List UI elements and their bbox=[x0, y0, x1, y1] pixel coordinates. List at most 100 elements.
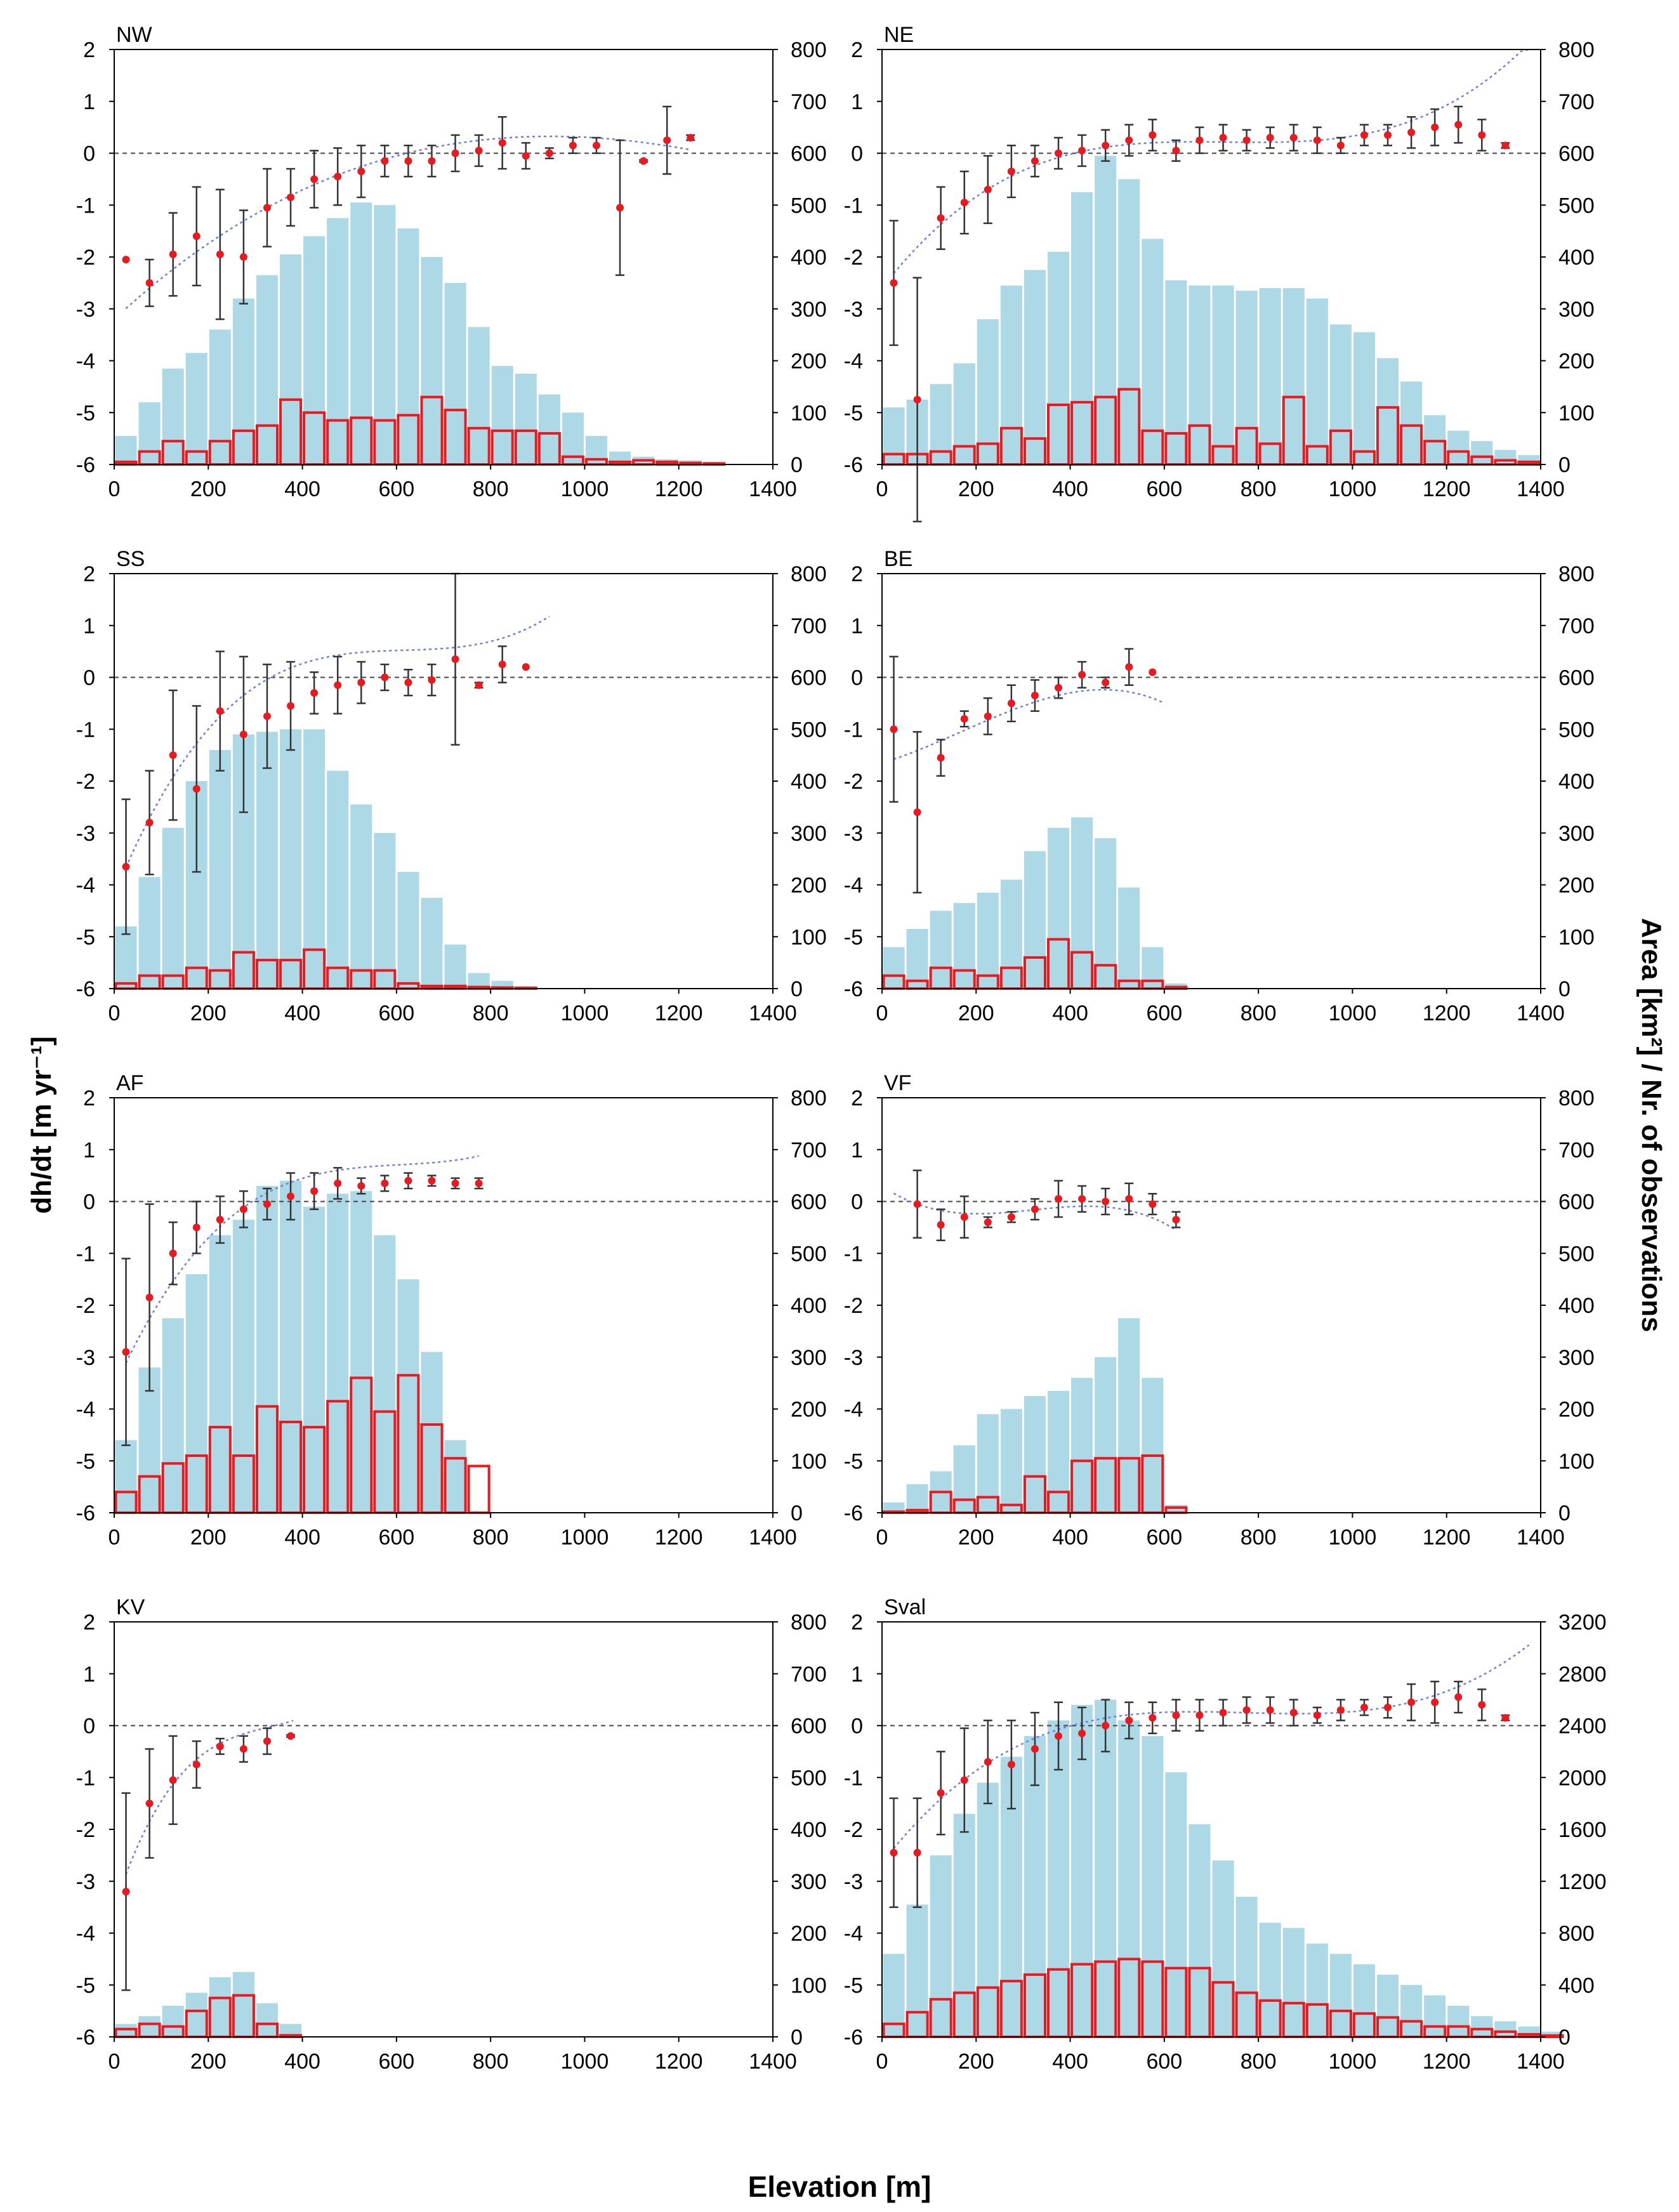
area-bar bbox=[327, 218, 349, 464]
data-point bbox=[475, 1179, 483, 1187]
area-bar bbox=[421, 897, 443, 989]
data-point bbox=[1007, 168, 1015, 176]
axes-frame bbox=[114, 1621, 774, 2038]
y2-tick-label: 200 bbox=[791, 874, 827, 898]
data-point bbox=[937, 1221, 945, 1229]
panel-be: 210-1-2-3-4-5-68007006005004003002001000… bbox=[844, 547, 1595, 1025]
x-tick-label: 0 bbox=[876, 1525, 888, 1550]
data-point bbox=[169, 250, 177, 258]
area-bar bbox=[209, 1235, 231, 1513]
data-point bbox=[428, 157, 436, 165]
data-point bbox=[216, 1216, 224, 1224]
area-bar bbox=[1306, 1943, 1328, 2037]
observation-bar bbox=[467, 1465, 491, 1515]
y2-tick-label: 100 bbox=[791, 1973, 827, 1998]
y-tick-label: -6 bbox=[844, 2025, 863, 2050]
y-tick-label: -6 bbox=[76, 2025, 95, 2050]
observation-bar bbox=[1541, 2034, 1564, 2039]
area-bar bbox=[421, 257, 443, 464]
y-tick-label: -1 bbox=[76, 194, 95, 218]
data-point bbox=[475, 681, 483, 689]
panel-title: BE bbox=[884, 547, 912, 571]
area-bar bbox=[1071, 1378, 1093, 1513]
data-point bbox=[239, 730, 247, 739]
y-tick-label: -1 bbox=[844, 1242, 863, 1266]
data-point bbox=[890, 1848, 898, 1857]
data-point bbox=[937, 1789, 945, 1797]
y2-tick-label: 500 bbox=[1558, 194, 1595, 218]
data-point bbox=[357, 678, 365, 687]
area-bar bbox=[1400, 1985, 1423, 2037]
area-bar bbox=[185, 353, 207, 464]
area-bar bbox=[1024, 851, 1046, 989]
data-point bbox=[1172, 1216, 1180, 1224]
area-bar bbox=[1118, 1720, 1140, 2037]
area-bar bbox=[1095, 1357, 1117, 1513]
area-bar bbox=[1024, 1396, 1046, 1513]
area-bar bbox=[1071, 817, 1093, 989]
data-point bbox=[1478, 131, 1486, 139]
area-bar bbox=[930, 1855, 952, 2037]
y2-tick-label: 700 bbox=[791, 1662, 827, 1687]
area-bar bbox=[397, 1279, 419, 1513]
area-bar bbox=[397, 228, 419, 464]
area-bar bbox=[1000, 285, 1022, 464]
data-point bbox=[1149, 131, 1157, 139]
area-bar bbox=[1118, 1318, 1140, 1513]
area-bar bbox=[1424, 415, 1446, 464]
data-point bbox=[616, 204, 624, 212]
data-point bbox=[404, 1176, 412, 1185]
area-bar bbox=[1306, 298, 1328, 464]
y-tick-label: -6 bbox=[844, 453, 863, 477]
x-tick-label: 200 bbox=[958, 1525, 994, 1550]
y-tick-label: 1 bbox=[83, 1138, 95, 1162]
data-point bbox=[263, 1737, 271, 1746]
data-point bbox=[1125, 663, 1133, 671]
data-point bbox=[1195, 136, 1204, 145]
trend-line bbox=[125, 1155, 479, 1364]
x-tick-label: 0 bbox=[109, 1525, 121, 1550]
y2-tick-label: 300 bbox=[791, 1346, 827, 1370]
y-tick-label: -4 bbox=[76, 350, 95, 374]
area-bar bbox=[138, 1367, 161, 1513]
y2-tick-label: 300 bbox=[791, 298, 827, 322]
y2-tick-label: 300 bbox=[1558, 822, 1595, 846]
data-point bbox=[1149, 1200, 1157, 1208]
area-bar bbox=[1048, 1720, 1070, 2037]
y-tick-label: -4 bbox=[844, 874, 863, 898]
data-point bbox=[890, 279, 898, 287]
y2-tick-label: 800 bbox=[1558, 1922, 1595, 1946]
data-point bbox=[287, 702, 295, 710]
y-tick-label: 0 bbox=[83, 1715, 95, 1739]
area-bar bbox=[327, 1194, 349, 1513]
data-point bbox=[451, 149, 459, 157]
data-point bbox=[1431, 1698, 1439, 1706]
y-tick-label: -5 bbox=[76, 401, 95, 425]
y-tick-label: -2 bbox=[844, 246, 863, 270]
y-tick-label: -1 bbox=[844, 194, 863, 218]
area-bar bbox=[953, 1814, 975, 2037]
data-point bbox=[334, 173, 342, 181]
y2-tick-label: 200 bbox=[1558, 874, 1595, 898]
y-tick-label: -1 bbox=[844, 1766, 863, 1790]
area-bar bbox=[1165, 280, 1187, 464]
data-point bbox=[984, 1758, 992, 1766]
panel-title: KV bbox=[116, 1595, 145, 1619]
data-point bbox=[169, 1776, 177, 1784]
y2-tick-label: 400 bbox=[791, 1294, 827, 1318]
y-tick-label: -6 bbox=[844, 977, 863, 1001]
area-bar bbox=[280, 1180, 302, 1513]
data-point bbox=[169, 751, 177, 760]
data-point bbox=[122, 256, 130, 264]
area-bar bbox=[444, 282, 466, 464]
data-point bbox=[1266, 1706, 1274, 1714]
area-bar bbox=[444, 944, 466, 989]
x-tick-label: 400 bbox=[1052, 2050, 1088, 2074]
data-point bbox=[522, 663, 530, 671]
area-bar bbox=[1282, 1928, 1305, 2037]
data-point bbox=[451, 655, 459, 663]
x-tick-label: 0 bbox=[876, 477, 888, 501]
y2-tick-label: 500 bbox=[1558, 1242, 1595, 1266]
data-point bbox=[569, 142, 577, 150]
y-tick-label: 1 bbox=[851, 614, 863, 638]
